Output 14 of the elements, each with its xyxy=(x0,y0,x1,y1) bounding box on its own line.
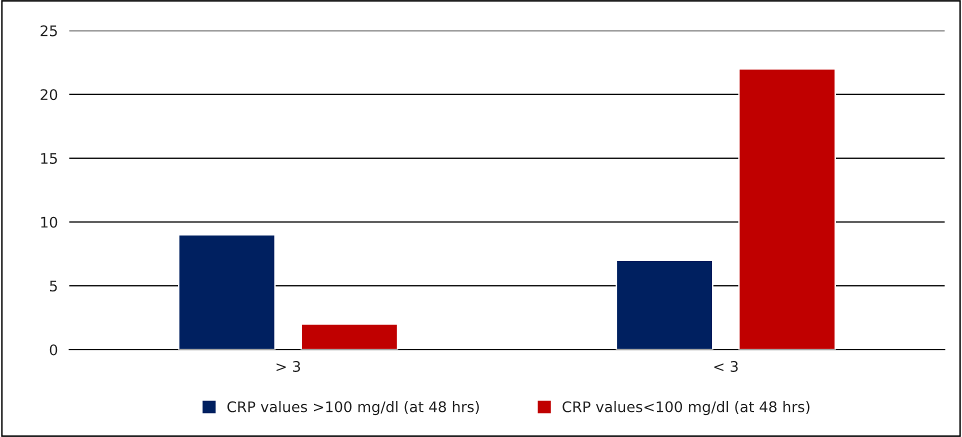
legend-label: CRP values >100 mg/dl (at 48 hrs) xyxy=(227,401,479,416)
bar xyxy=(178,234,276,350)
y-tick-label: 5 xyxy=(50,280,57,292)
y-tick-label: 0 xyxy=(50,344,58,356)
y-tick-label: 20 xyxy=(40,89,58,100)
bar xyxy=(300,323,398,350)
y-tick-label: 10 xyxy=(41,216,58,228)
x-tick-label: < 3 xyxy=(714,360,738,372)
legend-label: CRP values<100 mg/dl (at 48 hrs) xyxy=(562,401,810,416)
x-tick-label: > 3 xyxy=(276,360,300,372)
bar xyxy=(738,68,836,350)
bar xyxy=(616,260,714,350)
y-tick-label: 15 xyxy=(41,153,57,164)
y-tick-label: 25 xyxy=(40,25,57,36)
